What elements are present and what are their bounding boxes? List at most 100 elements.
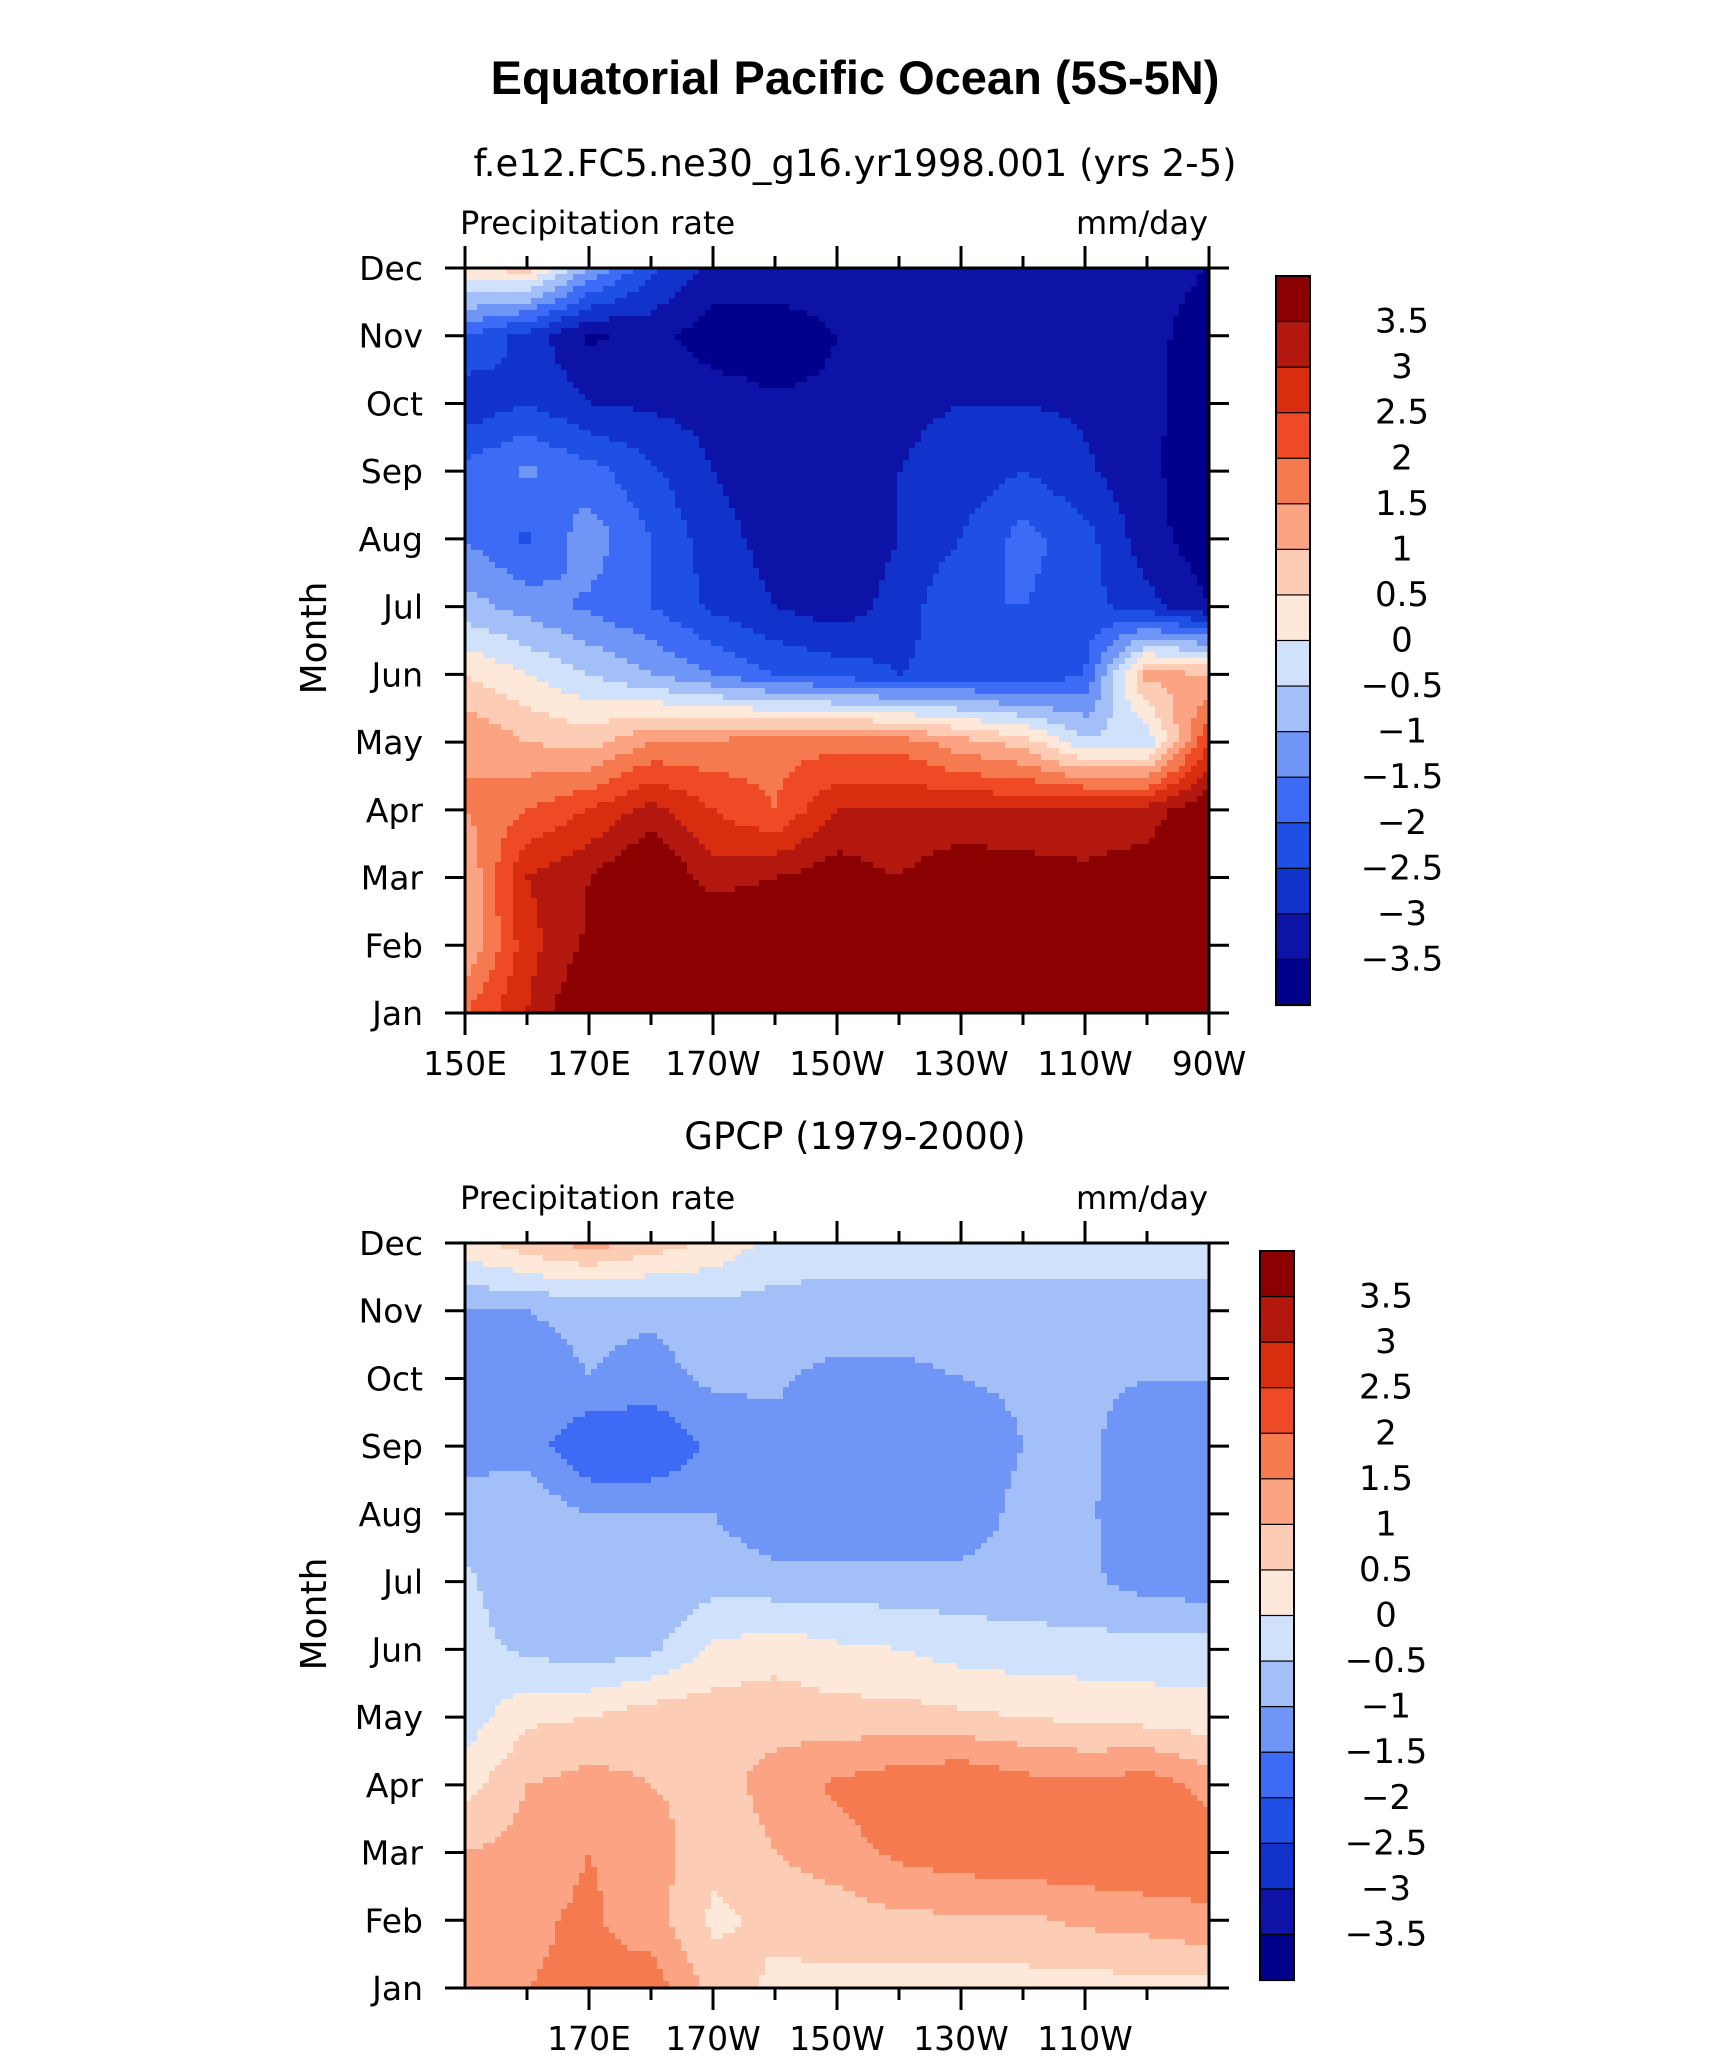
contour-cell [465, 988, 484, 995]
contour-cell [711, 850, 778, 857]
y-tick-label: May [355, 723, 423, 762]
contour-cell [501, 1831, 676, 1838]
contour-cell [1101, 472, 1162, 479]
contour-cell [465, 1957, 544, 1964]
contour-cell [729, 772, 790, 779]
contour-cell [567, 1501, 1006, 1508]
contour-cell [813, 1363, 934, 1370]
contour-cell [717, 1513, 1000, 1520]
contour-cell [627, 1339, 664, 1346]
contour-cell [1167, 412, 1210, 419]
contour-cell [741, 1915, 1048, 1922]
contour-cell [531, 982, 562, 989]
contour-cell [1179, 724, 1192, 731]
colorbar-box [1259, 1295, 1295, 1344]
contour-cell [759, 784, 784, 791]
contour-cell [975, 688, 1090, 695]
contour-cell [1167, 814, 1210, 821]
contour-cell [837, 1801, 1204, 1808]
contour-cell [465, 1837, 496, 1844]
contour-cell [465, 1831, 502, 1838]
contour-cell [663, 646, 724, 653]
contour-cell [1083, 430, 1168, 437]
contour-cell [789, 820, 826, 827]
contour-cell [1005, 568, 1042, 575]
contour-cell [465, 682, 484, 689]
contour-cell [1167, 394, 1210, 401]
contour-cell [465, 1411, 586, 1418]
contour-cell [765, 688, 976, 695]
contour-cell [495, 910, 514, 917]
contour-cell [465, 472, 520, 479]
contour-cell [1053, 706, 1096, 713]
contour-cell [687, 1957, 766, 1964]
contour-cell [465, 412, 496, 419]
contour-cell [597, 460, 652, 467]
contour-cell [465, 778, 610, 785]
contour-cell [729, 736, 910, 743]
contour-cell [663, 1639, 712, 1646]
contour-cell [681, 1939, 1186, 1946]
contour-cell [465, 790, 574, 797]
contour-cell [819, 316, 1174, 323]
contour-cell [1197, 580, 1210, 587]
contour-cell [1107, 670, 1114, 677]
contour-cell [1119, 634, 1210, 641]
contour-cell [489, 1615, 688, 1622]
contour-cell [465, 934, 484, 941]
contour-cell [1167, 730, 1180, 737]
contour-cell [465, 946, 484, 953]
contour-cell [495, 892, 514, 899]
contour-cell [963, 1555, 1102, 1562]
contour-cell [867, 1897, 1192, 1904]
contour-cell [777, 1747, 1078, 1754]
contour-cell [1191, 784, 1210, 791]
contour-cell [477, 832, 508, 839]
contour-cell [1113, 490, 1168, 497]
contour-cell [573, 598, 652, 605]
contour-cell [897, 478, 1006, 485]
contour-cell [567, 568, 604, 575]
colorbar-box [1259, 1933, 1295, 1982]
contour-cell [1101, 1441, 1210, 1448]
contour-cell [1137, 562, 1192, 569]
contour-cell [483, 652, 550, 659]
contour-cell [675, 1837, 772, 1844]
contour-cell [465, 430, 592, 437]
contour-cell [633, 1771, 748, 1778]
contour-cell [669, 1885, 844, 1892]
contour-cell [555, 1000, 1210, 1007]
contour-cell [1095, 532, 1126, 539]
x-tick-label: 130W [913, 1044, 1009, 1083]
contour-cell [1131, 706, 1156, 713]
contour-cell [465, 1813, 514, 1820]
contour-cell [705, 1921, 742, 1928]
contour-cell [933, 580, 1006, 587]
contour-cell [465, 850, 478, 857]
contour-cell [591, 766, 634, 773]
contour-cell [1119, 664, 1132, 671]
contour-cell [705, 886, 736, 893]
contour-cell [525, 1006, 556, 1013]
colorbar-label: −3 [1377, 894, 1427, 934]
contour-cell [477, 838, 502, 845]
contour-cell [507, 826, 556, 833]
contour-cell [645, 1273, 1210, 1280]
contour-cell [465, 550, 484, 557]
contour-cell [729, 616, 814, 623]
contour-cell [1191, 766, 1210, 773]
contour-cell [597, 274, 622, 281]
contour-cell [1005, 544, 1048, 551]
contour-cell [561, 688, 670, 695]
contour-cell [465, 772, 532, 779]
contour-cell [531, 976, 568, 983]
contour-cell [501, 1639, 664, 1646]
contour-cell [1113, 622, 1180, 629]
contour-cell [543, 580, 592, 587]
contour-cell [465, 1915, 562, 1922]
contour-cell [897, 514, 970, 521]
contour-cell [759, 1549, 976, 1556]
contour-cell [525, 1795, 664, 1802]
contour-cell [1173, 538, 1210, 545]
colorbar-label: −1.5 [1361, 757, 1444, 797]
